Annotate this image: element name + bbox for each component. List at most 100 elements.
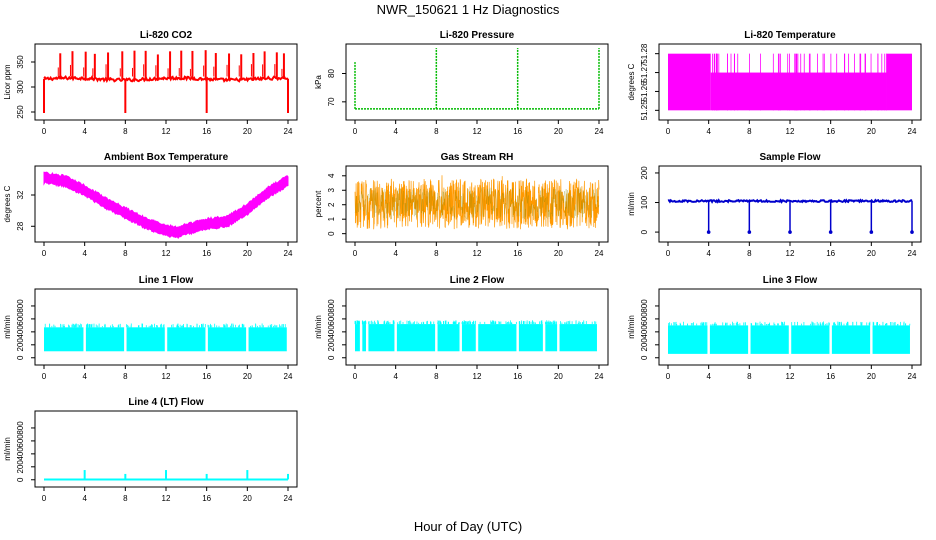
x-tick-label: 8 xyxy=(123,372,128,381)
x-tick-label: 0 xyxy=(666,249,671,258)
y-axis-label: ml/min xyxy=(314,315,323,339)
x-tick-label: 24 xyxy=(284,494,293,503)
x-tick-label: 20 xyxy=(243,372,252,381)
y-tick-label: 200 xyxy=(640,166,649,180)
x-tick-label: 16 xyxy=(513,127,522,136)
y-tick-label: 3 xyxy=(327,187,336,192)
x-tick-label: 20 xyxy=(243,249,252,258)
x-tick-label: 16 xyxy=(826,372,835,381)
x-tick-label: 4 xyxy=(393,249,398,258)
y-tick-label: 2 xyxy=(327,202,336,207)
flow-band xyxy=(362,324,366,352)
x-tick-label: 16 xyxy=(202,249,211,258)
flow-band xyxy=(126,327,165,352)
series-7 xyxy=(44,323,287,352)
x-tick-label: 24 xyxy=(908,249,917,258)
y-axis-label: ml/min xyxy=(627,192,636,216)
x-tick-label: 4 xyxy=(82,372,87,381)
x-tick-label: 16 xyxy=(202,127,211,136)
flow-band xyxy=(668,325,708,354)
x-tick-label: 20 xyxy=(554,372,563,381)
y-tick-label: 0 xyxy=(16,355,25,360)
y-tick-label: 600 xyxy=(16,434,25,448)
x-tick-label: 24 xyxy=(595,127,604,136)
x-tick-label: 4 xyxy=(706,372,711,381)
x-tick-label: 8 xyxy=(434,372,439,381)
x-tick-label: 8 xyxy=(747,372,752,381)
x-tick-label: 20 xyxy=(867,127,876,136)
series-10 xyxy=(44,470,289,481)
panel-title: Line 2 Flow xyxy=(450,275,505,286)
y-axis-label: kPa xyxy=(314,75,323,89)
flow-band xyxy=(44,327,84,352)
x-tick-label: 0 xyxy=(42,127,47,136)
flow-dip-point xyxy=(706,230,711,234)
flow-band xyxy=(872,325,910,354)
temp-band xyxy=(668,53,711,111)
x-tick-label: 12 xyxy=(473,249,482,258)
y-axis-label: Licor ppm xyxy=(3,64,12,99)
temp-band xyxy=(886,53,912,111)
x-tick-label: 16 xyxy=(826,249,835,258)
flow-band xyxy=(207,327,247,352)
x-tick-label: 8 xyxy=(434,249,439,258)
x-tick-label: 12 xyxy=(473,127,482,136)
y-tick-label: 200 xyxy=(16,338,25,352)
y-tick-label: 51.26 xyxy=(640,81,649,102)
figure-x-axis-label: Hour of Day (UTC) xyxy=(414,519,522,534)
y-axis-label: percent xyxy=(314,190,323,217)
x-tick-label: 4 xyxy=(82,127,87,136)
x-tick-label: 16 xyxy=(826,127,835,136)
y-tick-label: 200 xyxy=(640,338,649,352)
panel-title: Sample Flow xyxy=(759,152,820,163)
flow-band xyxy=(831,325,871,354)
x-tick-label: 20 xyxy=(867,249,876,258)
ambient-band xyxy=(43,171,289,239)
y-tick-label: 0 xyxy=(640,355,649,360)
panel-6: Sample Flow ml/min 0 4 8 12 16 20 24 0 100 200 xyxy=(627,152,922,258)
y-axis-label: degrees C xyxy=(3,185,12,222)
y-tick-label: 400 xyxy=(640,325,649,339)
y-tick-label: 80 xyxy=(327,69,336,78)
y-tick-label: 1 xyxy=(327,216,336,221)
x-tick-label: 12 xyxy=(162,372,171,381)
panel-title: Li-820 CO2 xyxy=(140,30,193,41)
x-tick-label: 8 xyxy=(123,494,128,503)
panel-title: Line 3 Flow xyxy=(763,275,818,286)
series-5 xyxy=(354,175,600,230)
flow-band xyxy=(559,324,597,352)
y-tick-label: 800 xyxy=(16,299,25,313)
x-tick-label: 16 xyxy=(513,249,522,258)
y-tick-label: 800 xyxy=(327,299,336,313)
flow-band xyxy=(461,324,476,352)
y-tick-label: 28 xyxy=(16,221,25,230)
x-tick-label: 8 xyxy=(747,127,752,136)
flow-dip-point xyxy=(747,230,752,234)
panel-7: Line 1 Flow ml/min 0 4 8 12 16 20 24 0 20040060080… xyxy=(3,275,298,381)
y-tick-label: 400 xyxy=(16,447,25,461)
y-tick-label: 0 xyxy=(16,477,25,482)
x-tick-label: 0 xyxy=(666,372,671,381)
temp-band xyxy=(710,72,887,111)
x-tick-label: 12 xyxy=(162,494,171,503)
y-tick-label: 300 xyxy=(16,80,25,94)
plot-frame xyxy=(34,43,298,121)
y-tick-label: 800 xyxy=(640,299,649,313)
x-tick-label: 16 xyxy=(513,372,522,381)
x-tick-label: 0 xyxy=(42,494,47,503)
x-tick-label: 4 xyxy=(82,249,87,258)
x-tick-label: 8 xyxy=(434,127,439,136)
x-tick-label: 8 xyxy=(747,249,752,258)
flow-dip-point xyxy=(910,230,914,234)
y-tick-label: 0 xyxy=(327,231,336,236)
x-tick-label: 12 xyxy=(786,127,795,136)
figure-title: NWR_150621 1 Hz Diagnostics xyxy=(377,2,560,17)
panel-title: Line 1 Flow xyxy=(139,275,194,286)
x-tick-label: 20 xyxy=(243,127,252,136)
y-tick-label: 70 xyxy=(327,97,336,106)
flow-band xyxy=(791,325,830,354)
x-tick-label: 16 xyxy=(202,372,211,381)
x-tick-label: 20 xyxy=(867,372,876,381)
x-tick-label: 12 xyxy=(162,249,171,258)
